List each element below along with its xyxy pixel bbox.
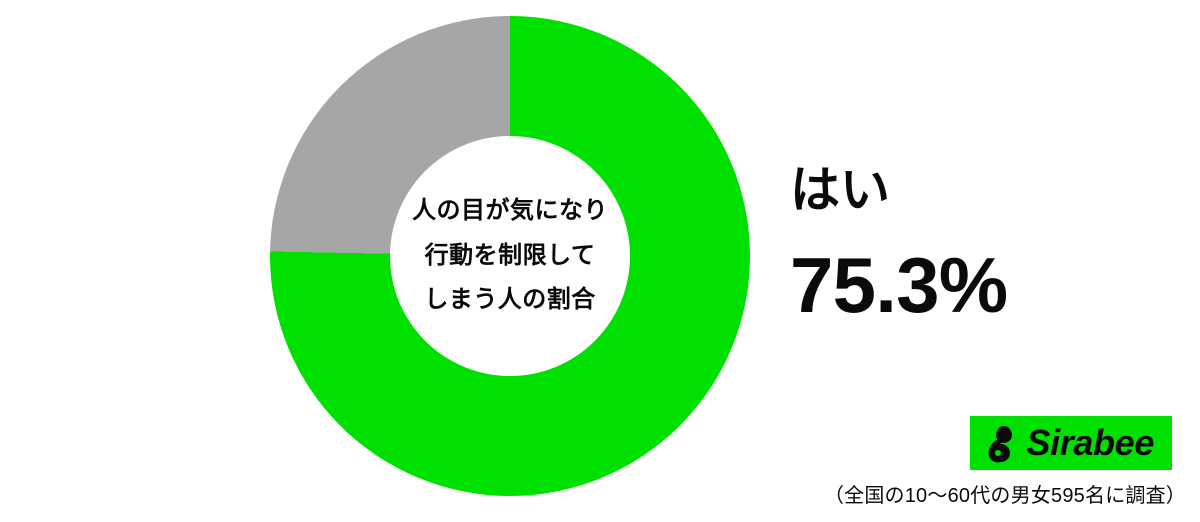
brand-logo-text: Sirabee xyxy=(1026,422,1154,464)
chart-center-text: 人の目が気になり 行動を制限して しまう人の割合 xyxy=(412,189,608,322)
result-value: 75.3% xyxy=(790,240,1007,331)
result-label: はい xyxy=(790,150,1007,222)
result-block: はい 75.3% xyxy=(790,150,1007,331)
center-line-1: 人の目が気になり xyxy=(412,189,608,233)
sirabee-icon xyxy=(984,423,1018,463)
survey-footnote: （全国の10〜60代の男女595名に調査） xyxy=(824,479,1186,508)
donut-chart: 人の目が気になり 行動を制限して しまう人の割合 xyxy=(270,16,750,496)
center-line-3: しまう人の割合 xyxy=(412,278,608,322)
brand-logo: Sirabee xyxy=(970,416,1172,470)
center-line-2: 行動を制限して xyxy=(412,234,608,278)
donut-hole: 人の目が気になり 行動を制限して しまう人の割合 xyxy=(390,136,630,376)
